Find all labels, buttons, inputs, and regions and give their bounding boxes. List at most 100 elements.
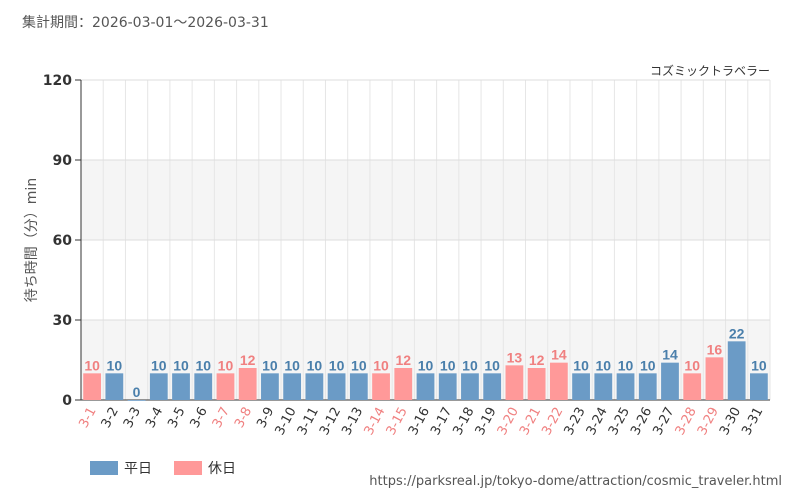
legend-weekday-swatch (90, 461, 118, 475)
bar (438, 373, 457, 400)
bar (527, 368, 546, 400)
x-tick-label: 3-18 (450, 405, 477, 438)
legend-holiday: 休日 (174, 458, 236, 478)
data-label: 12 (529, 352, 545, 368)
data-label: 10 (151, 357, 167, 373)
bar (683, 373, 702, 400)
bar (83, 373, 102, 400)
bar (594, 373, 613, 400)
y-tick-label: 90 (53, 153, 73, 169)
data-label: 10 (751, 357, 767, 373)
bar (349, 373, 368, 400)
y-tick-label: 60 (53, 233, 73, 249)
data-label: 10 (684, 357, 700, 373)
x-tick-label: 3-8 (232, 405, 255, 431)
data-label: 10 (284, 357, 300, 373)
data-label: 10 (596, 357, 612, 373)
x-tick-label: 3-23 (562, 405, 589, 438)
data-label: 10 (218, 357, 234, 373)
x-tick-label: 3-13 (339, 405, 366, 438)
bar (616, 373, 635, 400)
x-tick-label: 3-5 (165, 405, 188, 431)
data-label: 10 (307, 357, 323, 373)
x-tick-label: 3-26 (628, 405, 655, 438)
data-label: 10 (440, 357, 456, 373)
attraction-name: コズミックトラベラー (649, 64, 770, 78)
y-tick-label: 30 (53, 313, 73, 329)
data-label: 10 (262, 357, 278, 373)
data-label: 16 (707, 341, 723, 357)
bar (127, 400, 146, 401)
plot-band (81, 160, 770, 240)
data-label: 10 (462, 357, 478, 373)
x-tick-label: 3-19 (473, 405, 500, 438)
legend: 平日 休日 (90, 458, 258, 478)
bar (149, 373, 168, 400)
bar (572, 373, 590, 400)
bar (305, 373, 324, 400)
x-tick-label: 3-14 (361, 405, 388, 438)
data-label: 14 (662, 347, 678, 363)
bar (194, 373, 213, 400)
bar (661, 362, 679, 400)
x-tick-label: 3-27 (650, 405, 677, 438)
plot-band (81, 80, 770, 160)
bar (749, 373, 768, 400)
data-label: 10 (373, 357, 389, 373)
data-label: 10 (640, 357, 656, 373)
bar (372, 373, 390, 400)
legend-weekday-label: 平日 (124, 461, 152, 477)
x-tick-label: 3-21 (517, 405, 544, 438)
x-tick-label: 3-15 (384, 405, 411, 438)
y-tick-label: 0 (62, 393, 72, 409)
bar (283, 373, 302, 400)
data-label: 10 (195, 357, 211, 373)
data-label: 10 (618, 357, 634, 373)
data-label: 14 (551, 347, 567, 363)
bar (105, 373, 124, 400)
data-label: 12 (395, 352, 411, 368)
bar (483, 373, 502, 400)
y-axis-label: 待ち時間（分）min (24, 178, 40, 302)
x-tick-label: 3-28 (673, 405, 700, 438)
x-tick-label: 3-3 (121, 405, 144, 431)
period-label: 集計期間：2026-03-01～2026-03-31 (22, 15, 269, 31)
x-tick-label: 3-6 (188, 405, 211, 431)
legend-weekday: 平日 (90, 458, 152, 478)
bar (172, 373, 190, 400)
data-label: 10 (351, 357, 367, 373)
x-tick-label: 3-7 (210, 405, 233, 431)
legend-holiday-swatch (174, 461, 202, 475)
data-label: 10 (173, 357, 189, 373)
x-tick-label: 3-24 (584, 405, 611, 438)
plot-band (81, 240, 770, 320)
legend-holiday-label: 休日 (208, 461, 236, 477)
x-tick-label: 3-11 (295, 405, 322, 438)
y-tick-label: 120 (43, 73, 72, 89)
bar (638, 373, 657, 400)
data-label: 10 (84, 357, 100, 373)
x-tick-label: 3-2 (99, 405, 122, 431)
source-url[interactable]: https://parksreal.jp/tokyo-dome/attracti… (369, 474, 782, 489)
data-label: 10 (418, 357, 434, 373)
x-tick-label: 3-1 (76, 405, 99, 431)
bar (238, 368, 257, 400)
x-tick-label: 3-17 (428, 405, 455, 438)
x-tick-label: 3-20 (495, 405, 522, 438)
data-label: 10 (329, 357, 345, 373)
bar (216, 373, 235, 400)
data-label: 0 (133, 384, 141, 400)
data-label: 10 (107, 357, 123, 373)
bar (505, 365, 524, 400)
bar (261, 373, 279, 400)
bar (461, 373, 479, 400)
x-tick-label: 3-30 (717, 405, 744, 438)
data-label: 10 (484, 357, 500, 373)
x-tick-label: 3-31 (739, 405, 766, 438)
x-tick-label: 3-29 (695, 405, 722, 438)
data-label: 13 (507, 349, 523, 365)
x-tick-label: 3-12 (317, 405, 344, 438)
bar (705, 357, 724, 400)
bar (549, 362, 568, 400)
